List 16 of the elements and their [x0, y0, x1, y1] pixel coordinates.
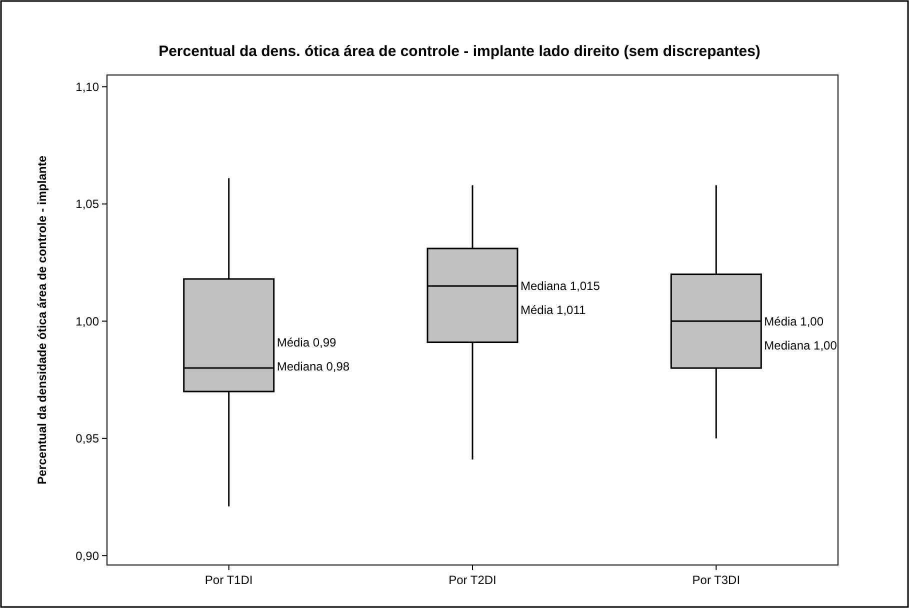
chart-title: Percentual da dens. ótica área de controle - implante lado direito (sem discrepantes)	[158, 43, 760, 60]
y-tick-label: 1,05	[76, 197, 100, 212]
x-tick-label: Por T1DI	[204, 573, 253, 587]
annotation: Mediana 0,98	[276, 359, 350, 374]
y-tick-label: 0,90	[76, 548, 100, 563]
annotation: Média 1,00	[764, 314, 824, 328]
annotation: Mediana 1,00	[764, 338, 838, 352]
x-tick-label: Por T3DI	[692, 573, 740, 587]
annotation: Média 0,99	[276, 335, 337, 350]
y-tick-label: 0,95	[76, 432, 100, 446]
y-axis-title: Percentual da densidade ótica área de controle - implante	[35, 155, 49, 484]
annotation: Média 1,011	[520, 303, 586, 318]
annotation: Mediana 1,015	[520, 279, 600, 294]
x-tick-label: Por T2DI	[448, 573, 496, 587]
y-tick-label: 1,10	[76, 80, 100, 94]
y-tick-label: 1,00	[76, 314, 100, 328]
